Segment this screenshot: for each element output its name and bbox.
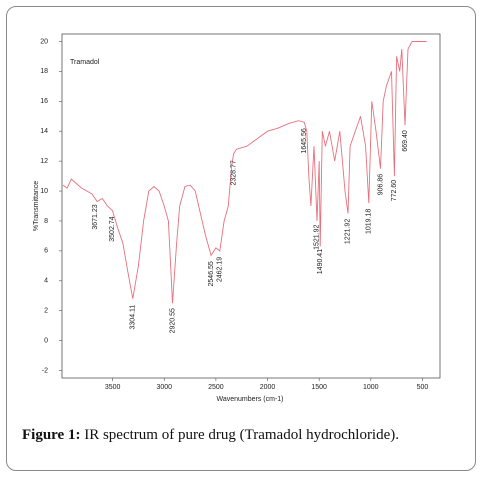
- y-tick-label: 20: [40, 38, 48, 45]
- x-tick-label: 2000: [260, 384, 276, 391]
- peak-label: 1019.18: [366, 209, 373, 234]
- y-tick-label: 0: [44, 337, 48, 344]
- peak-label: 1645.56: [301, 128, 308, 153]
- caption-text: IR spectrum of pure drug (Tramadol hydro…: [84, 427, 400, 443]
- peak-label: 2328.77: [230, 160, 237, 185]
- y-tick-label: 16: [40, 98, 48, 105]
- caption-label: Figure 1:: [22, 427, 81, 443]
- y-tick-label: 14: [40, 128, 48, 135]
- peak-label: 2920.55: [169, 308, 176, 333]
- x-tick-label: 1000: [363, 384, 379, 391]
- peak-label: 3502.74: [109, 216, 116, 241]
- peak-label: 1490.41: [317, 249, 324, 274]
- y-tick-label: -2: [42, 367, 48, 374]
- spectrum-line: [62, 41, 427, 304]
- y-tick-label: 2: [44, 308, 48, 315]
- peak-label: 1221.92: [345, 219, 352, 244]
- chart: Tramadol Wavenumbers (cm-1) %Transmittan…: [33, 33, 441, 403]
- x-axis-label: Wavenumbers (cm-1): [216, 396, 283, 403]
- peak-label: 2546.55: [208, 261, 215, 286]
- y-tick-label: 12: [40, 158, 48, 165]
- figure-frame: [6, 6, 476, 471]
- sample-label: Tramadol: [70, 59, 100, 66]
- x-tick-label: 500: [417, 384, 429, 391]
- y-tick-label: 8: [44, 218, 48, 225]
- y-tick-label: 10: [40, 188, 48, 195]
- peak-label: 906.86: [377, 174, 384, 196]
- peak-label: 2462.19: [217, 257, 224, 282]
- peak-label: 669.40: [402, 130, 409, 152]
- x-tick-label: 1500: [311, 384, 327, 391]
- y-axis-label: %Transmittance: [33, 181, 40, 231]
- x-tick-label: 3500: [105, 384, 121, 391]
- peak-label: 772.60: [391, 180, 398, 202]
- x-tick-label: 2500: [208, 384, 224, 391]
- y-tick-label: 18: [40, 68, 48, 75]
- caption: Figure 1: IR spectrum of pure drug (Tram…: [22, 427, 399, 444]
- peak-label: 3304.11: [130, 305, 137, 330]
- x-tick-label: 3000: [156, 384, 172, 391]
- peak-label: 3671.23: [92, 204, 99, 229]
- y-tick-label: 6: [44, 248, 48, 255]
- plot-frame: [61, 33, 441, 379]
- y-tick-label: 4: [44, 278, 48, 285]
- peak-label: 1521.92: [314, 224, 321, 249]
